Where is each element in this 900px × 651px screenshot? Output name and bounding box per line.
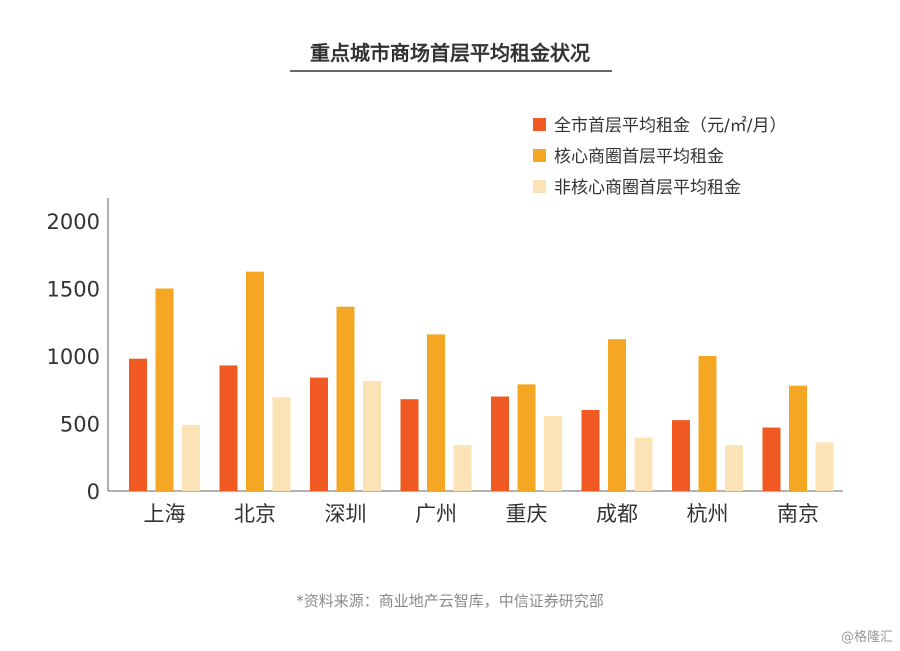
legend-label: 全市首层平均租金（元/㎡/月） — [554, 116, 786, 136]
watermark: @格隆汇 — [841, 629, 893, 645]
bar-2-7 — [698, 356, 717, 491]
bar-2-5 — [517, 384, 536, 491]
bar-3-2 — [272, 397, 291, 491]
x-category-label: 成都 — [596, 502, 638, 526]
bar-1-2 — [219, 365, 238, 491]
y-tick-label: 0 — [87, 480, 100, 504]
bar-3-6 — [634, 437, 653, 491]
bar-2-1 — [155, 288, 174, 491]
x-category-label: 杭州 — [687, 502, 729, 526]
y-tick-label: 1000 — [47, 345, 100, 369]
y-tick-label: 1500 — [47, 278, 100, 302]
legend-swatch — [533, 149, 546, 162]
chart-title: 重点城市商场首层平均租金状况 — [310, 41, 590, 65]
bar-1-3 — [310, 377, 328, 491]
bar-2-2 — [246, 271, 264, 491]
x-category-label: 广州 — [415, 502, 457, 526]
bar-1-7 — [672, 420, 690, 491]
bar-3-4 — [453, 445, 472, 491]
bar-1-5 — [491, 396, 509, 491]
bar-3-7 — [725, 445, 743, 491]
y-axis-ticks: 0 500 1000 1500 2000 — [47, 210, 100, 504]
y-tick-label: 500 — [60, 413, 100, 437]
bar-3-1 — [182, 424, 200, 491]
legend-swatch — [533, 118, 546, 131]
x-category-label: 南京 — [777, 502, 819, 526]
x-category-label: 深圳 — [325, 502, 367, 526]
x-category-label: 北京 — [234, 502, 276, 526]
bar-3-5 — [544, 416, 562, 491]
bar-2-6 — [608, 339, 626, 491]
legend-label: 非核心商圈首层平均租金 — [554, 178, 741, 198]
bar-2-8 — [789, 385, 807, 491]
bar-1-8 — [762, 427, 781, 491]
bar-1-1 — [129, 358, 147, 491]
bar-3-3 — [363, 380, 381, 491]
bars — [129, 271, 834, 491]
y-tick-label: 2000 — [47, 210, 100, 234]
legend-swatch — [533, 180, 546, 193]
bar-3-8 — [815, 442, 834, 491]
source-note: *资料来源：商业地产云智库，中信证券研究部 — [296, 592, 604, 610]
x-category-label: 重庆 — [506, 502, 548, 526]
bar-2-4 — [427, 334, 445, 491]
bar-1-6 — [581, 410, 600, 491]
x-category-label: 上海 — [144, 502, 186, 526]
x-axis-labels: 上海 北京 深圳 广州 重庆 成都 杭州 南京 — [144, 502, 820, 526]
bar-2-3 — [336, 306, 355, 491]
legend-label: 核心商圈首层平均租金 — [554, 147, 724, 167]
bar-1-4 — [400, 399, 419, 491]
